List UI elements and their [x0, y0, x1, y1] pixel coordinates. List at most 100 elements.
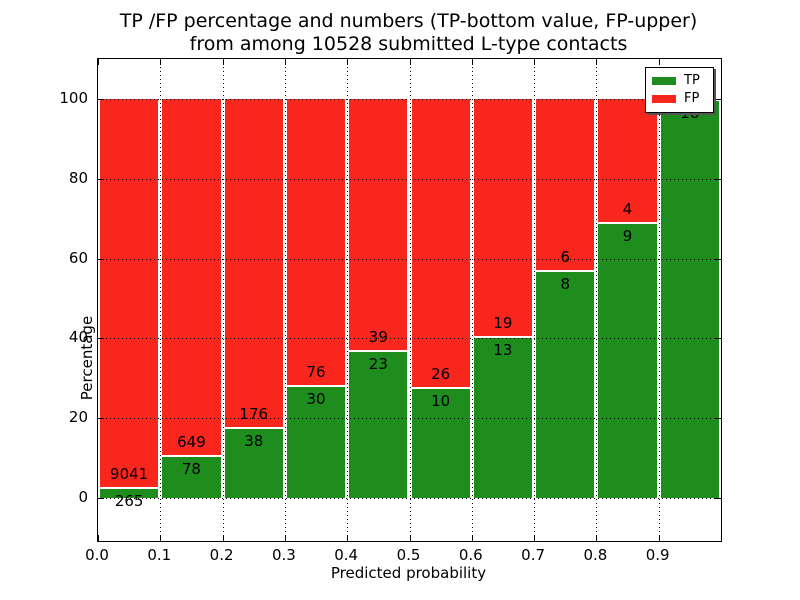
- top-tick-mark: [222, 59, 224, 65]
- x-tick-label: 0.0: [85, 546, 109, 564]
- bottom-tick-mark: [98, 535, 99, 541]
- bottom-tick-mark: [347, 535, 349, 541]
- top-tick-mark: [658, 59, 660, 65]
- bar-value-tp: 10: [431, 392, 451, 411]
- bar-value-tp: 265: [114, 491, 144, 510]
- bar-value-fp: 176: [239, 405, 269, 424]
- legend-item-tp: TP: [652, 72, 707, 90]
- y-tick-label: 20: [68, 408, 88, 427]
- bar-segment-fp: [411, 99, 470, 388]
- y-tick-label: 80: [68, 168, 88, 187]
- bar-value-tp: 30: [306, 390, 326, 409]
- gridline-vertical: [284, 59, 286, 541]
- bottom-tick-mark: [534, 535, 536, 541]
- bar-bin: [347, 99, 409, 498]
- top-tick-mark: [409, 59, 411, 65]
- bottom-tick-mark: [596, 535, 598, 541]
- legend-item-fp: FP: [652, 90, 707, 108]
- bar-segment-fp: [473, 99, 533, 336]
- bar-segment-fp: [349, 99, 408, 350]
- left-tick-mark: [98, 99, 104, 100]
- bar-value-fp: 4: [622, 199, 633, 218]
- top-tick-mark: [534, 59, 536, 65]
- gridline-vertical: [160, 59, 162, 541]
- gridline-vertical: [347, 59, 349, 541]
- bottom-tick-mark: [409, 535, 411, 541]
- bar-segment-fp: [162, 99, 221, 456]
- bar-value-fp: 39: [368, 327, 388, 346]
- bar-segment-fp: [598, 99, 657, 222]
- bar-segment-tp: [598, 221, 657, 498]
- bar-value-fp: 76: [306, 363, 326, 382]
- legend-label-fp: FP: [684, 91, 700, 106]
- bar-value-tp: 23: [368, 354, 388, 373]
- left-tick-mark: [98, 498, 104, 499]
- bar-value-fp: 19: [493, 313, 513, 332]
- bar-value-tp: 13: [493, 340, 513, 359]
- bar-segment-fp: [286, 99, 346, 386]
- left-tick-mark: [98, 178, 104, 180]
- bar-value-tp: 9: [622, 226, 633, 245]
- bar-value-fp: 26: [431, 365, 451, 384]
- x-tick-label: 0.9: [645, 546, 670, 564]
- chart-title: TP /FP percentage and numbers (TP-bottom…: [97, 10, 720, 56]
- bar-segment-tp: [100, 486, 159, 498]
- bar-segment-tp: [224, 427, 283, 498]
- bar-segment-fp: [536, 99, 595, 270]
- bottom-tick-mark: [284, 535, 286, 541]
- right-tick-mark: [715, 498, 721, 499]
- top-tick-mark: [98, 59, 99, 65]
- top-tick-mark: [347, 59, 349, 65]
- top-tick-mark: [596, 59, 598, 65]
- plot-area: Percentage 9041 265 649 78 176 38 76 30 39 23 26 10…: [78, 58, 722, 542]
- x-tick-label: 0.2: [209, 546, 234, 564]
- bar-segment-tp: [162, 455, 221, 498]
- bar-value-tp: 78: [181, 460, 201, 479]
- right-tick-mark: [715, 418, 721, 420]
- chart-title-line2: from among 10528 submitted L-type contac…: [189, 33, 628, 55]
- bar-bin: [534, 99, 596, 498]
- bottom-tick-mark: [222, 535, 224, 541]
- y-tick-label: 40: [68, 328, 88, 347]
- x-tick-label: 0.7: [521, 546, 546, 564]
- right-tick-mark: [715, 99, 721, 100]
- bar-bin: [472, 99, 534, 498]
- legend: TP FP: [645, 67, 714, 113]
- bar-segment-tp: [349, 349, 408, 498]
- bar-bin: [98, 99, 160, 498]
- bar-segment-tp: [411, 387, 470, 498]
- bar-bin: [285, 99, 347, 498]
- y-tick-label: 60: [68, 248, 88, 267]
- left-tick-mark: [98, 418, 104, 420]
- legend-label-tp: TP: [684, 73, 700, 88]
- bar-value-fp: 9041: [110, 464, 149, 483]
- x-tick-label: 0.3: [271, 546, 296, 564]
- x-tick-label: 0.1: [147, 546, 172, 564]
- gridline-vertical: [222, 59, 224, 541]
- right-tick-mark: [715, 258, 721, 260]
- x-tick-label: 0.6: [458, 546, 483, 564]
- bar-segment-tp: [536, 270, 595, 498]
- left-tick-mark: [98, 338, 104, 340]
- bottom-tick-mark: [160, 535, 162, 541]
- bar-value-tp: 38: [244, 432, 264, 451]
- bar-bin: [223, 99, 285, 498]
- x-tick-label: 0.8: [583, 546, 608, 564]
- bar-bin: [160, 99, 222, 498]
- x-tick-label: 0.5: [396, 546, 421, 564]
- top-tick-mark: [284, 59, 286, 65]
- right-tick-mark: [715, 178, 721, 180]
- bar-segment-tp: [473, 335, 533, 498]
- gridline-vertical: [534, 59, 536, 541]
- bar-value-fp: 6: [560, 248, 571, 266]
- gridline-vertical: [409, 59, 411, 541]
- chart-title-line1: TP /FP percentage and numbers (TP-bottom…: [119, 10, 698, 32]
- bar-segment-tp: [286, 385, 346, 498]
- bottom-tick-mark: [471, 535, 473, 541]
- gridline-vertical: [471, 59, 473, 541]
- legend-swatch-fp-icon: [652, 95, 676, 103]
- bar-segment-fp: [100, 99, 159, 487]
- legend-swatch-tp-icon: [652, 77, 676, 85]
- bar-value-fp: 649: [177, 433, 206, 452]
- bar-segment-fp: [224, 99, 283, 428]
